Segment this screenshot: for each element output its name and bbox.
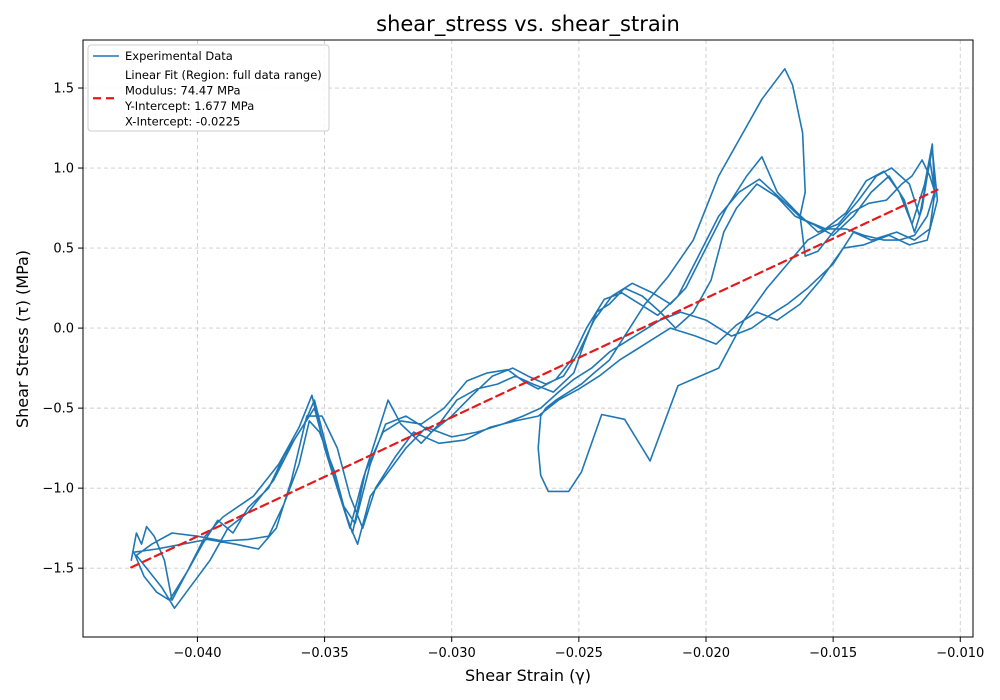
chart-title: shear_stress vs. shear_strain bbox=[376, 12, 680, 37]
legend-box bbox=[87, 44, 330, 132]
linear-fit-line bbox=[130, 188, 939, 569]
x-tick-label: −0.025 bbox=[555, 646, 603, 661]
grid-lines bbox=[83, 40, 973, 637]
legend: Experimental Data Linear Fit (Region: ful… bbox=[87, 44, 330, 132]
y-tick-label: 1.5 bbox=[53, 82, 74, 97]
y-tick-label: −1.5 bbox=[42, 562, 74, 577]
plot-frame bbox=[82, 39, 974, 638]
legend-label-experimental: Experimental Data bbox=[125, 49, 233, 63]
legend-label-fit: Linear Fit (Region: full data range) bbox=[125, 68, 322, 82]
y-tick-label: 0.0 bbox=[53, 322, 74, 337]
axis-ticks: −0.040 −0.035 −0.030 −0.025 −0.020 −0.015 −0.0… bbox=[42, 82, 984, 661]
x-tick-label: −0.010 bbox=[936, 646, 984, 661]
x-tick-label: −0.020 bbox=[682, 646, 730, 661]
x-tick-label: −0.030 bbox=[428, 646, 476, 661]
y-tick-label: −1.0 bbox=[42, 482, 74, 497]
plot-series bbox=[130, 68, 939, 609]
legend-label-fit: X-Intercept: -0.0225 bbox=[125, 115, 240, 129]
y-tick-label: −0.5 bbox=[42, 402, 74, 417]
legend-label-fit: Y-Intercept: 1.677 MPa bbox=[124, 99, 254, 113]
y-tick-label: 0.5 bbox=[53, 242, 74, 257]
y-tick-label: 1.0 bbox=[53, 162, 74, 177]
legend-label-fit: Modulus: 74.47 MPa bbox=[125, 84, 241, 98]
x-tick-label: −0.035 bbox=[301, 646, 349, 661]
x-tick-label: −0.015 bbox=[809, 646, 857, 661]
x-tick-label: −0.040 bbox=[173, 646, 221, 661]
x-axis-label: Shear Strain (γ) bbox=[465, 666, 591, 685]
y-axis-label: Shear Stress (τ) (MPa) bbox=[13, 250, 32, 428]
experimental-data-line bbox=[130, 68, 939, 609]
